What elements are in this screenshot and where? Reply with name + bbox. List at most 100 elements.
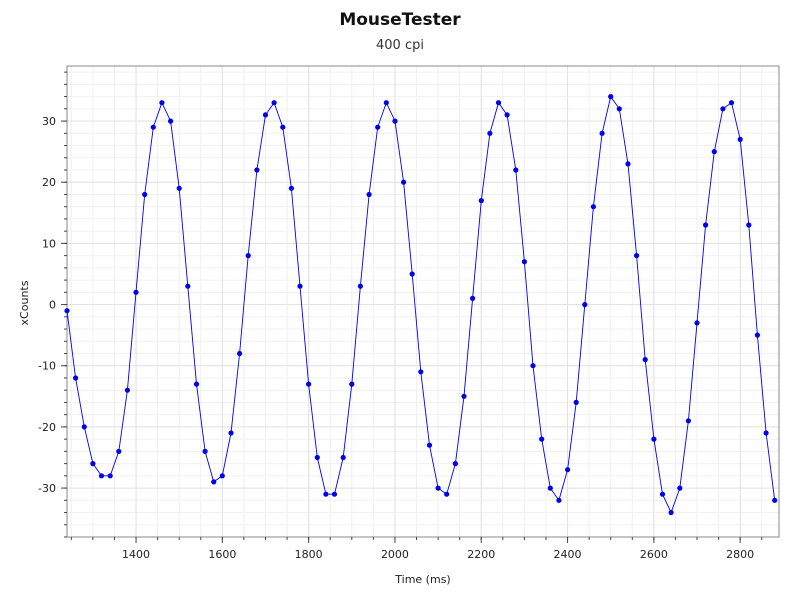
x-tick-label: 2400: [554, 548, 582, 561]
data-point: [107, 473, 113, 479]
data-point: [452, 461, 458, 467]
data-point: [608, 94, 614, 100]
data-point: [375, 124, 381, 130]
data-point: [116, 448, 122, 454]
data-point: [142, 191, 148, 198]
data-point: [728, 100, 735, 106]
data-point: [504, 112, 510, 118]
x-tick-label: 2800: [726, 548, 754, 561]
y-tick-labels: -30 -20 -10 0 10 20 30: [38, 115, 56, 495]
data-point: [634, 253, 640, 259]
data-point: [245, 253, 251, 259]
y-tick-label: -20: [38, 421, 56, 434]
plot-area: [67, 66, 779, 537]
chart-title: MouseTester: [339, 10, 461, 30]
data-point: [383, 100, 389, 106]
data-point: [478, 198, 484, 204]
data-point: [754, 332, 761, 338]
x-tick-label: 2200: [467, 548, 495, 561]
data-point: [435, 485, 441, 491]
data-point: [720, 106, 726, 112]
data-point: [228, 430, 234, 436]
data-point: [211, 479, 217, 485]
x-axis-label: Time (ms): [394, 573, 450, 586]
data-point: [176, 185, 182, 191]
data-point: [659, 491, 666, 497]
y-tick-label: 30: [42, 115, 56, 128]
data-point: [193, 381, 200, 387]
data-point: [694, 320, 700, 326]
data-point: [763, 430, 769, 436]
data-point: [185, 283, 191, 289]
data-point: [124, 387, 130, 393]
data-point: [582, 302, 588, 308]
data-point: [495, 100, 502, 106]
data-point: [539, 436, 545, 442]
y-axis-label: xCounts: [18, 280, 31, 325]
data-point: [306, 381, 312, 387]
data-point: [703, 222, 709, 228]
data-point: [651, 436, 657, 442]
data-point: [556, 497, 562, 503]
axis-ticks: [61, 71, 763, 543]
data-point: [357, 283, 363, 289]
x-tick-label: 1600: [208, 548, 236, 561]
data-point: [565, 467, 571, 473]
data-point: [685, 418, 692, 424]
y-tick-label: 0: [49, 299, 56, 312]
data-point: [219, 473, 225, 479]
major-gridlines: [67, 66, 779, 537]
data-point: [64, 308, 70, 314]
data-point: [418, 369, 424, 375]
data-point: [487, 130, 493, 136]
data-point: [254, 167, 260, 173]
data-point: [349, 381, 355, 387]
x-tick-label: 1400: [122, 548, 150, 561]
data-point: [470, 295, 476, 301]
data-point: [625, 161, 631, 167]
data-point: [81, 424, 87, 430]
data-point: [331, 491, 338, 497]
data-point: [202, 448, 208, 454]
y-tick-label: -30: [38, 482, 56, 495]
y-tick-label: 20: [42, 176, 56, 189]
x-tick-label: 2000: [381, 548, 409, 561]
data-point: [711, 149, 717, 155]
data-point: [521, 259, 528, 265]
data-point: [547, 485, 553, 491]
data-point: [642, 357, 648, 363]
data-point: [513, 167, 519, 173]
data-point: [150, 124, 156, 130]
data-point: [530, 363, 536, 369]
data-point: [271, 100, 277, 106]
data-point: [677, 485, 683, 491]
chart-subtitle: 400 cpi: [376, 38, 424, 53]
data-point: [314, 454, 320, 461]
data-point: [401, 179, 407, 185]
data-point: [590, 204, 597, 210]
plot-frame: [66, 65, 780, 538]
data-point: [262, 112, 269, 118]
data-point: [599, 130, 605, 136]
data-point: [237, 350, 243, 357]
data-point: [297, 283, 303, 289]
data-point: [288, 185, 294, 191]
series-layer: [64, 94, 778, 516]
x-tick-labels: 1400 1600 1800 2000 2200 2400 2600 2800: [122, 548, 754, 561]
y-tick-label: -10: [38, 360, 56, 373]
data-point: [280, 124, 286, 130]
data-point: [772, 497, 778, 503]
data-point: [98, 473, 105, 479]
data-point: [73, 375, 79, 381]
x-tick-label: 1800: [295, 548, 323, 561]
data-point: [737, 136, 743, 142]
data-point: [133, 289, 139, 295]
data-point: [340, 454, 346, 461]
data-point: [409, 271, 415, 277]
data-point: [159, 100, 165, 106]
data-point: [461, 393, 467, 399]
data-point: [444, 491, 450, 497]
data-point: [746, 222, 752, 228]
data-point: [323, 491, 329, 497]
y-tick-label: 10: [42, 237, 56, 250]
